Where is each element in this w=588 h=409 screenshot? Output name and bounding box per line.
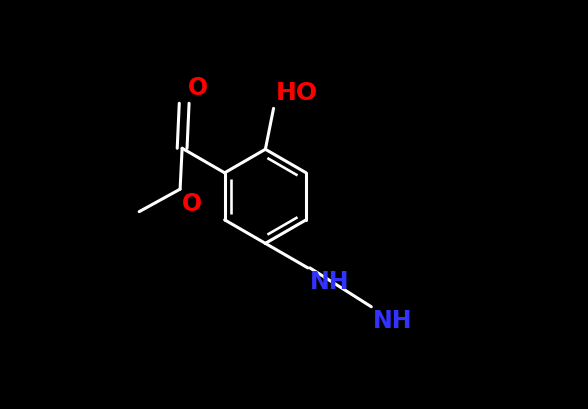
Text: O: O [188,76,208,100]
Text: NH: NH [310,270,349,294]
Text: HO: HO [276,81,318,105]
Text: NH: NH [373,309,413,333]
Text: O: O [182,193,202,216]
